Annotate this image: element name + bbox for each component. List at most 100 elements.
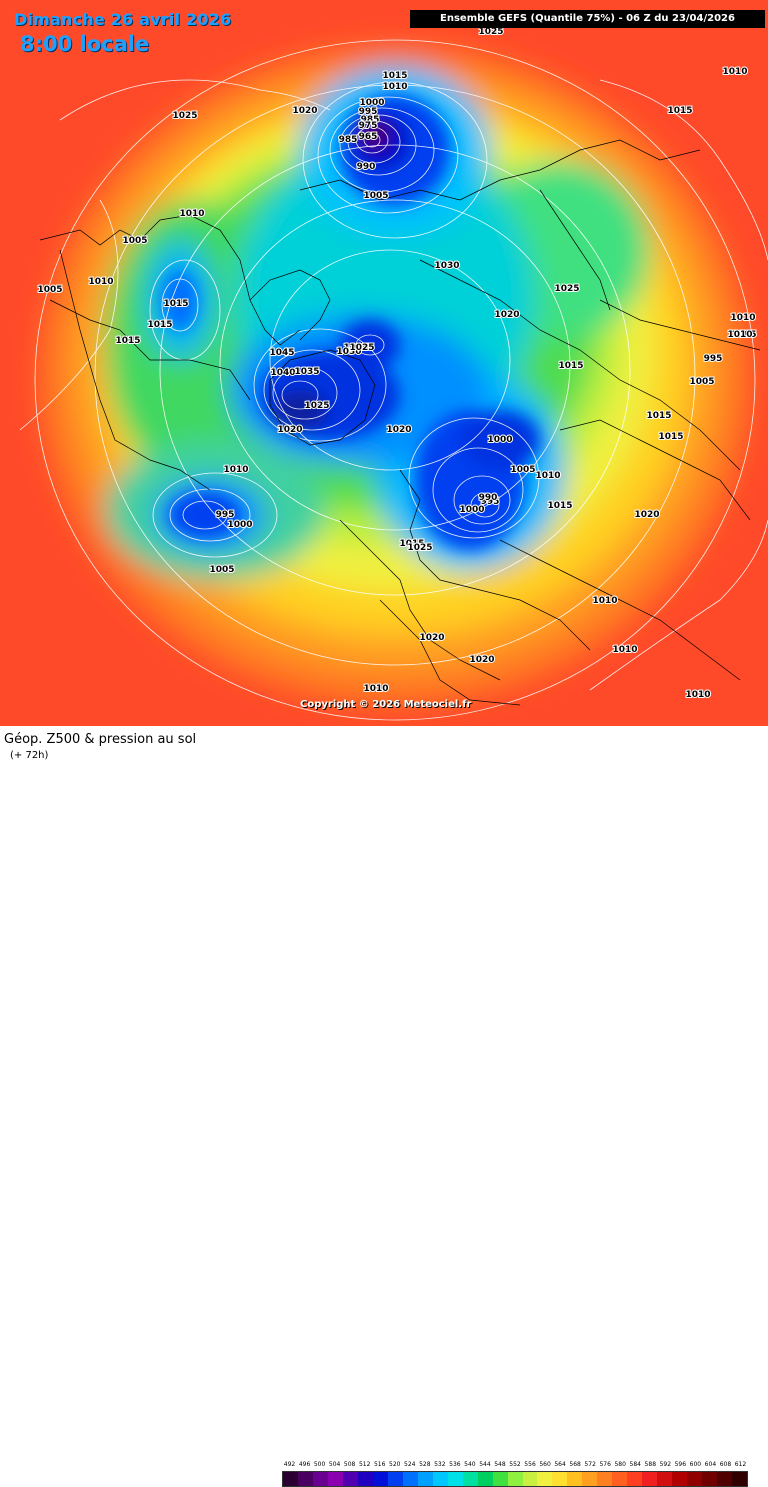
color-scale-swatch	[687, 1472, 703, 1486]
isobar-label: 1015	[558, 361, 583, 371]
isobar-label: 1020	[277, 425, 302, 435]
color-scale-label: 556	[524, 1461, 536, 1468]
color-scale-label: 608	[719, 1461, 732, 1468]
color-scale-swatch	[312, 1472, 328, 1486]
color-scale-label: 568	[569, 1461, 581, 1468]
isobar-label: 1010	[727, 330, 752, 340]
isobar-label: 985	[339, 135, 358, 145]
color-scale-label: 588	[644, 1461, 657, 1468]
isobar-label: 1025	[172, 111, 197, 121]
isobar-label: 1025	[304, 401, 329, 411]
isobar-label: 1020	[292, 106, 317, 116]
color-scale-swatch	[283, 1472, 298, 1486]
color-scale-swatch	[627, 1472, 643, 1486]
isobar-label: 1010	[592, 596, 617, 606]
isobar-label: 1010	[685, 690, 710, 700]
color-scale-swatch	[327, 1472, 343, 1486]
isobar-label: 975	[359, 121, 378, 131]
color-scale-swatch	[642, 1472, 658, 1486]
color-scale-swatch	[597, 1472, 613, 1486]
color-scale-swatch	[492, 1472, 508, 1486]
color-scale-swatch	[477, 1472, 493, 1486]
isobar-label: 1010	[612, 645, 637, 655]
isobar-label: 1010	[722, 67, 747, 77]
isobar-label: 1005	[363, 191, 388, 201]
forecast-date: Dimanche 26 avril 2026	[14, 10, 232, 29]
color-scale-label: 560	[539, 1461, 551, 1468]
color-scale-label: 584	[629, 1461, 641, 1468]
color-scale-label: 600	[689, 1461, 702, 1468]
color-scale-label: 492	[283, 1461, 296, 1468]
color-scale-label: 504	[328, 1461, 341, 1468]
isobar-label: 1000	[227, 520, 252, 530]
color-scale-swatch	[402, 1472, 418, 1486]
isobar-label: 995	[216, 510, 235, 520]
color-scale-swatch	[552, 1472, 568, 1486]
isobar-label: 1005	[731, 330, 756, 340]
weather-map: 1025 1010 1015 1010 1000 995 985 975 965 990 1005 1…	[0, 0, 768, 726]
color-scale-swatch	[372, 1472, 388, 1486]
color-scale-swatch	[432, 1472, 448, 1486]
color-scale-swatch	[522, 1472, 538, 1486]
copyright-notice: Copyright © 2026 Meteociel.fr	[300, 699, 472, 710]
isobar-label: 1000	[359, 98, 384, 108]
color-scale-label: 544	[479, 1461, 491, 1468]
isobar-label: 1005	[122, 236, 147, 246]
isobar-label: 990	[479, 493, 498, 503]
isobar-label: 995	[481, 497, 500, 507]
isobar-label: 1030	[434, 261, 459, 271]
color-scale-label: 580	[614, 1461, 626, 1468]
forecast-local-time: 8:00 locale	[20, 32, 150, 56]
isobar-label: 1025	[554, 284, 579, 294]
isobar-label: 1020	[386, 425, 411, 435]
isobar-labels: 1025101010151010100099598597596599010051…	[36, 26, 757, 701]
isobar-label: 1025	[407, 543, 432, 553]
isobar-label: 985	[361, 115, 380, 125]
isobar-label: 1010	[730, 313, 755, 323]
map-variable-title: Géop. Z500 & pression au sol	[4, 732, 197, 747]
color-scale-label: 508	[343, 1461, 356, 1468]
isobar-label: 1015	[547, 501, 572, 511]
isobar-label: 1015	[115, 336, 140, 346]
isobar-label: 1010	[179, 209, 204, 219]
color-scale-label: 596	[674, 1461, 687, 1468]
color-scale-label: 604	[704, 1461, 717, 1468]
isobar-label: 1045	[269, 348, 294, 358]
color-scale-label: 500	[313, 1461, 326, 1468]
color-scale-labels: 492 496 500 504 508 512 516 520 524 528 532 536 540 5…	[282, 1461, 748, 1470]
isobar-label: 1035	[294, 367, 319, 377]
map-canvas: 1025101010151010100099598597596599010051…	[0, 0, 768, 726]
isobar-label: 1020	[469, 655, 494, 665]
color-scale-swatch	[342, 1472, 358, 1486]
color-scale-label: 592	[659, 1461, 672, 1468]
isobar-label: 1015	[147, 320, 172, 330]
color-scale-label: 540	[464, 1461, 476, 1468]
color-scale-label: 532	[434, 1461, 446, 1468]
map-footer: Géop. Z500 & pression au sol (+ 72h) 492…	[0, 726, 768, 1487]
color-scale-legend: 492 496 500 504 508 512 516 520 524 528 532 536 540 5…	[282, 1461, 748, 1487]
isobar-label: 1000	[487, 435, 512, 445]
isobar-label: 1010	[382, 82, 407, 92]
isobar-label: 995	[704, 354, 723, 364]
color-scale-label: 536	[449, 1461, 461, 1468]
isobar-label: 1005	[689, 377, 714, 387]
isobar-label: 1010	[88, 277, 113, 287]
isobar-label: 1030	[336, 347, 361, 357]
color-scale-swatch	[507, 1472, 523, 1486]
isobar-label: 965	[359, 132, 378, 142]
color-scale-label: 572	[584, 1461, 596, 1468]
isobar-label: 1020	[494, 310, 519, 320]
color-scale-swatch	[387, 1472, 403, 1486]
isobar-label: 995	[359, 107, 378, 117]
isobar-label: 1015	[667, 106, 692, 116]
isobar-label: 1015	[399, 539, 424, 549]
color-scale-swatch	[297, 1472, 313, 1486]
color-scale-label: 552	[509, 1461, 521, 1468]
color-scale-label: 576	[599, 1461, 611, 1468]
isobar-label: 1000	[459, 505, 484, 515]
color-scale-label: 612	[734, 1461, 747, 1468]
color-scale-swatch	[357, 1472, 373, 1486]
isobar-label: 1025	[478, 27, 503, 37]
color-scale-swatch	[702, 1472, 718, 1486]
isobar-label: 1020	[419, 633, 444, 643]
